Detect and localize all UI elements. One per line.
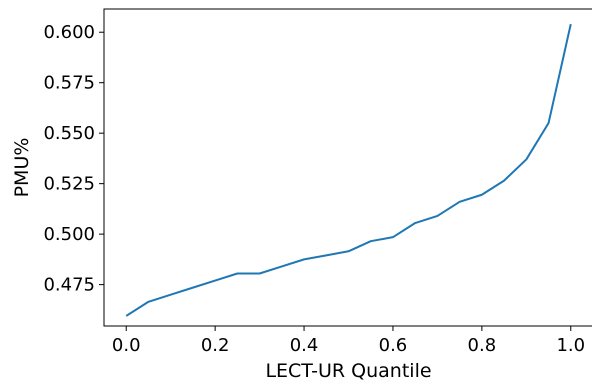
y-tick-label: 0.525	[43, 174, 95, 195]
y-axis: 0.475 0.500 0.525 0.550 0.575 0.600	[43, 22, 104, 296]
y-tick-label: 0.600	[43, 22, 95, 43]
x-tick-label: 0.6	[379, 335, 408, 356]
x-axis: 0.0 0.2 0.4 0.6 0.8 1.0	[112, 326, 585, 356]
y-axis-label: PMU%	[11, 138, 33, 198]
x-axis-label: LECT-UR Quantile	[265, 360, 431, 382]
y-tick-label: 0.500	[43, 224, 95, 245]
y-tick-label: 0.550	[43, 123, 95, 144]
x-tick-label: 0.2	[201, 335, 230, 356]
x-tick-label: 0.0	[112, 335, 141, 356]
x-tick-label: 1.0	[556, 335, 585, 356]
y-tick-label: 0.575	[43, 73, 95, 94]
x-tick-label: 0.8	[468, 335, 497, 356]
y-tick-label: 0.475	[43, 275, 95, 296]
series-layer	[125, 23, 572, 317]
series-line	[125, 23, 572, 317]
x-tick-label: 0.4	[290, 335, 319, 356]
plot-frame	[103, 8, 592, 327]
